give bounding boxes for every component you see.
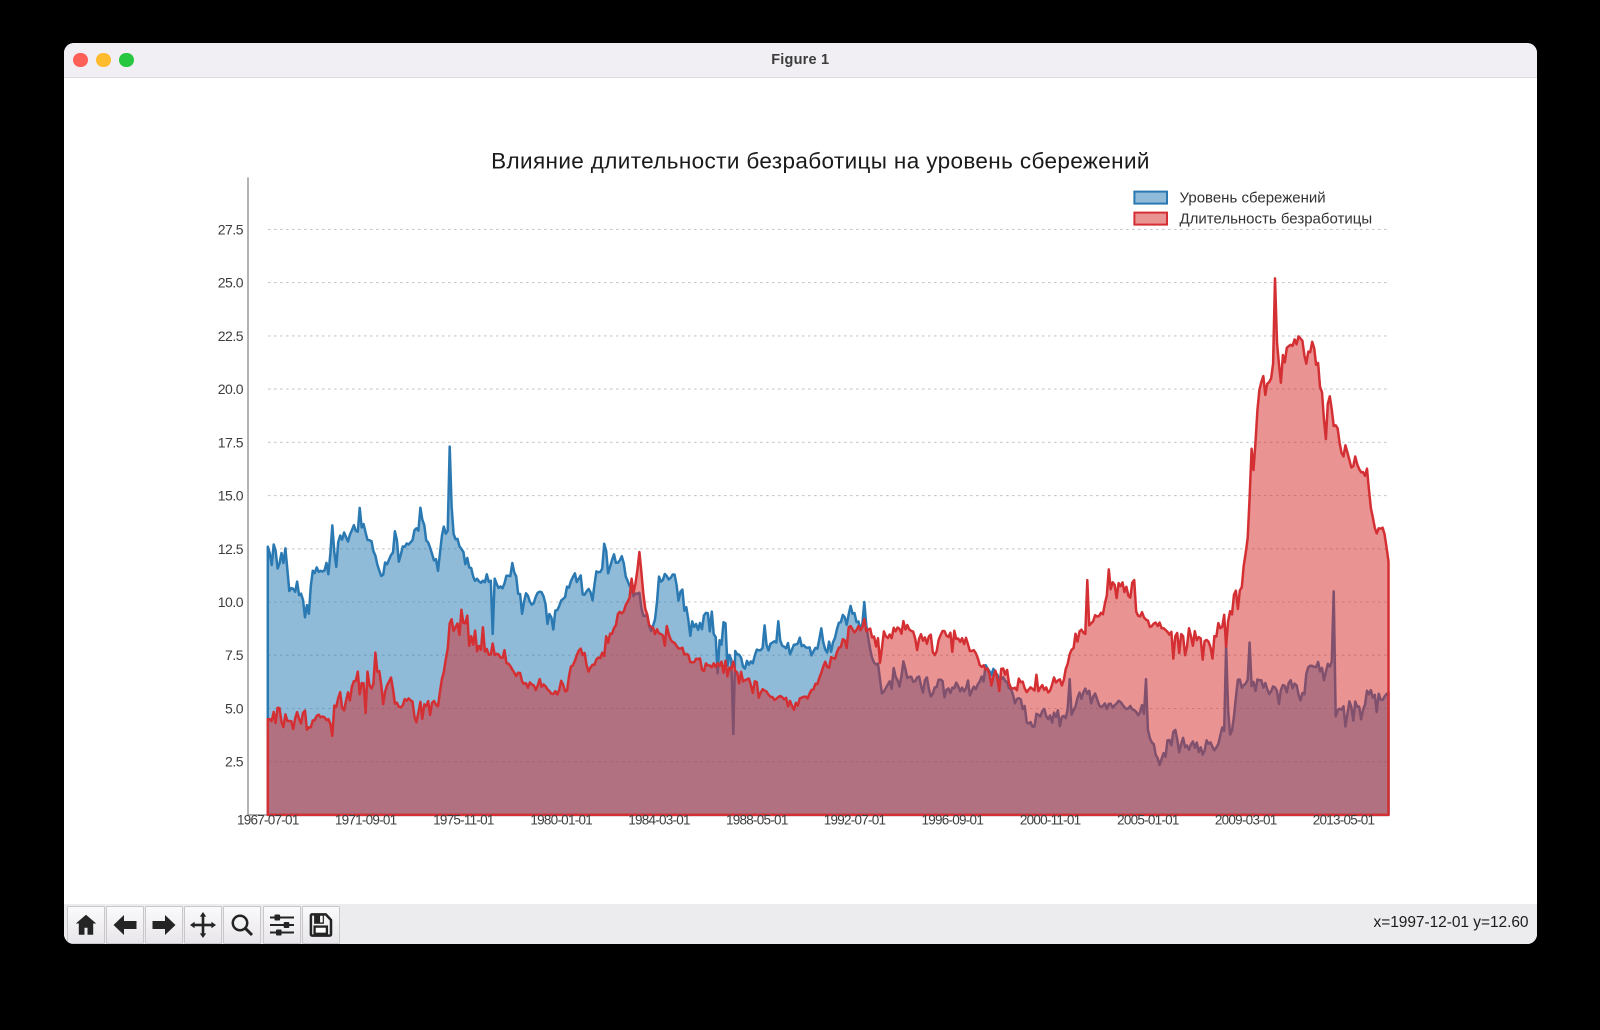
- svg-text:27.5: 27.5: [218, 221, 244, 237]
- svg-text:15.0: 15.0: [218, 487, 244, 503]
- svg-text:2005-01-01: 2005-01-01: [1117, 812, 1179, 827]
- svg-text:12.5: 12.5: [218, 540, 244, 556]
- svg-text:Длительность безработицы: Длительность безработицы: [1180, 210, 1373, 227]
- svg-text:2000-11-01: 2000-11-01: [1020, 812, 1081, 827]
- svg-text:17.5: 17.5: [218, 434, 244, 450]
- svg-text:1980-01-01: 1980-01-01: [530, 812, 592, 827]
- svg-text:2013-05-01: 2013-05-01: [1313, 812, 1375, 827]
- svg-text:2009-03-01: 2009-03-01: [1215, 812, 1277, 827]
- svg-text:1967-07-01: 1967-07-01: [237, 812, 299, 827]
- svg-text:1984-03-01: 1984-03-01: [628, 812, 690, 827]
- svg-text:1971-09-01: 1971-09-01: [335, 812, 397, 827]
- svg-text:5.0: 5.0: [225, 700, 244, 716]
- svg-text:20.0: 20.0: [218, 381, 244, 397]
- svg-text:1988-05-01: 1988-05-01: [726, 812, 788, 827]
- svg-text:1992-07-01: 1992-07-01: [824, 812, 886, 827]
- svg-text:22.5: 22.5: [218, 327, 244, 343]
- svg-text:10.0: 10.0: [218, 594, 244, 610]
- svg-text:1996-09-01: 1996-09-01: [922, 812, 984, 827]
- svg-text:2.5: 2.5: [225, 753, 244, 769]
- svg-text:1975-11-01: 1975-11-01: [433, 812, 494, 827]
- svg-text:25.0: 25.0: [218, 274, 244, 290]
- svg-text:7.5: 7.5: [225, 647, 244, 663]
- svg-text:Уровень сбережений: Уровень сбережений: [1180, 189, 1326, 206]
- svg-text:Влияние длительности безработи: Влияние длительности безработицы на уров…: [491, 148, 1150, 173]
